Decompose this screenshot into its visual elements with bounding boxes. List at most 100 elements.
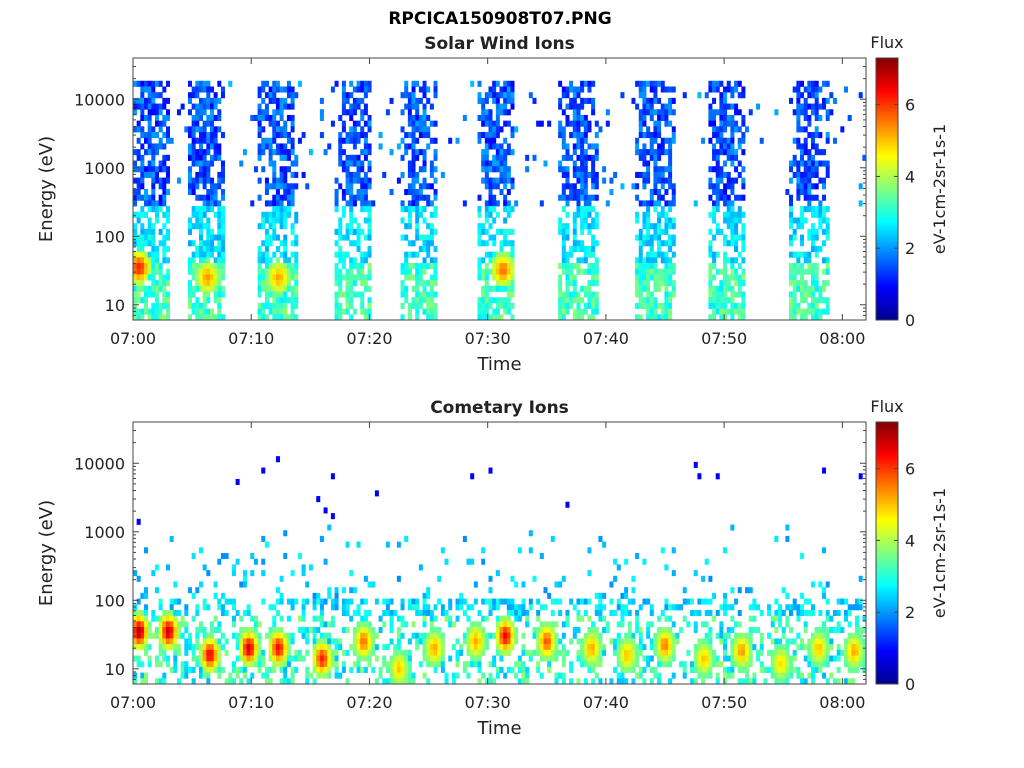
heatmap-cell <box>316 649 321 656</box>
heatmap-cell <box>319 661 324 668</box>
heatmap-cell <box>506 80 511 87</box>
heatmap-cell <box>690 609 695 617</box>
heatmap-cell <box>363 177 368 184</box>
heatmap-cell <box>345 183 350 190</box>
heatmap-cell <box>360 297 365 304</box>
heatmap-cell <box>697 473 702 480</box>
heatmap-cell <box>803 114 808 122</box>
heatmap-cell <box>734 177 739 184</box>
heatmap-cell <box>462 666 467 673</box>
heatmap-cell <box>462 535 467 542</box>
heatmap-cell <box>712 97 717 104</box>
heatmap-cell <box>510 92 515 99</box>
heatmap-cell <box>594 274 599 281</box>
heatmap-cell <box>796 166 801 173</box>
heatmap-cell <box>572 223 577 230</box>
heatmap-cell <box>759 632 764 639</box>
heatmap-cell <box>844 649 849 656</box>
heatmap-cell <box>352 86 357 93</box>
heatmap-cell <box>151 103 156 110</box>
heatmap-cell <box>811 280 816 287</box>
heatmap-cell <box>275 587 280 594</box>
heatmap-cell <box>503 171 508 178</box>
heatmap-cell <box>151 615 156 622</box>
heatmap-cell <box>569 251 574 258</box>
heatmap-cell <box>220 609 225 617</box>
heatmap-cell <box>140 632 145 639</box>
heatmap-cell <box>341 234 346 241</box>
heatmap-cell <box>800 678 805 685</box>
heatmap-cell <box>510 609 515 617</box>
heatmap-cell <box>290 666 295 673</box>
heatmap-cell <box>576 126 581 133</box>
heatmap-cell <box>286 280 291 287</box>
heatmap-cell <box>283 268 288 275</box>
heatmap-cell <box>726 86 731 93</box>
heatmap-cell <box>360 189 365 196</box>
heatmap-cell <box>646 285 651 292</box>
heatmap-cell <box>664 177 669 184</box>
heatmap-cell <box>268 302 273 309</box>
heatmap-cell <box>136 627 141 634</box>
heatmap-cell <box>814 285 819 292</box>
heatmap-cell <box>635 314 640 321</box>
heatmap-cell <box>572 183 577 190</box>
heatmap-cell <box>433 268 438 275</box>
heatmap-cell <box>598 609 603 617</box>
heatmap-cell <box>638 291 643 298</box>
heatmap-cell <box>734 126 739 133</box>
heatmap-cell <box>495 285 500 292</box>
heatmap-cell <box>803 297 808 304</box>
heatmap-cell <box>144 672 149 679</box>
heatmap-cell <box>349 280 354 287</box>
heatmap-cell <box>539 644 544 651</box>
heatmap-cell <box>708 114 713 122</box>
heatmap-cell <box>814 234 819 241</box>
heatmap-cell <box>195 86 200 93</box>
heatmap-cell <box>165 655 170 662</box>
heatmap-cell <box>473 644 478 651</box>
heatmap-cell <box>565 621 570 628</box>
heatmap-cell <box>363 285 368 292</box>
heatmap-cell <box>638 114 643 122</box>
heatmap-cell <box>561 109 566 116</box>
heatmap-cell <box>726 627 731 634</box>
heatmap-cell <box>635 627 640 634</box>
heatmap-cell <box>206 143 211 150</box>
heatmap-cell <box>712 126 717 133</box>
heatmap-cell <box>591 234 596 241</box>
heatmap-cell <box>708 240 713 247</box>
heatmap-cell <box>389 672 394 679</box>
heatmap-cell <box>836 644 841 651</box>
heatmap-cell <box>217 251 222 258</box>
heatmap-cell <box>635 268 640 275</box>
heatmap-cell <box>154 263 159 270</box>
heatmap-cell <box>693 609 698 617</box>
heatmap-cell <box>217 297 222 304</box>
heatmap-cell <box>144 251 149 258</box>
heatmap-cell <box>206 570 211 577</box>
heatmap-cell <box>275 177 280 184</box>
heatmap-cell <box>723 86 728 93</box>
heatmap-cell <box>268 149 273 156</box>
heatmap-cell <box>506 189 511 196</box>
heatmap-cell <box>495 228 500 235</box>
heatmap-cell <box>437 598 442 605</box>
heatmap-cell <box>360 632 365 639</box>
heatmap-cell <box>704 632 709 639</box>
heatmap-cell <box>558 228 563 235</box>
heatmap-cell <box>209 177 214 184</box>
heatmap-cell <box>781 609 786 617</box>
heatmap-cell <box>191 189 196 196</box>
heatmap-cell <box>836 598 841 605</box>
heatmap-cell <box>587 206 592 213</box>
heatmap-cell <box>726 211 731 218</box>
heatmap-cell <box>660 80 665 87</box>
heatmap-cell <box>759 644 764 651</box>
heatmap-cell <box>492 308 497 315</box>
heatmap-cell <box>653 223 658 230</box>
heatmap-cell <box>803 109 808 116</box>
heatmap-cell <box>206 166 211 173</box>
heatmap-cell <box>580 143 585 150</box>
heatmap-cell <box>558 302 563 309</box>
